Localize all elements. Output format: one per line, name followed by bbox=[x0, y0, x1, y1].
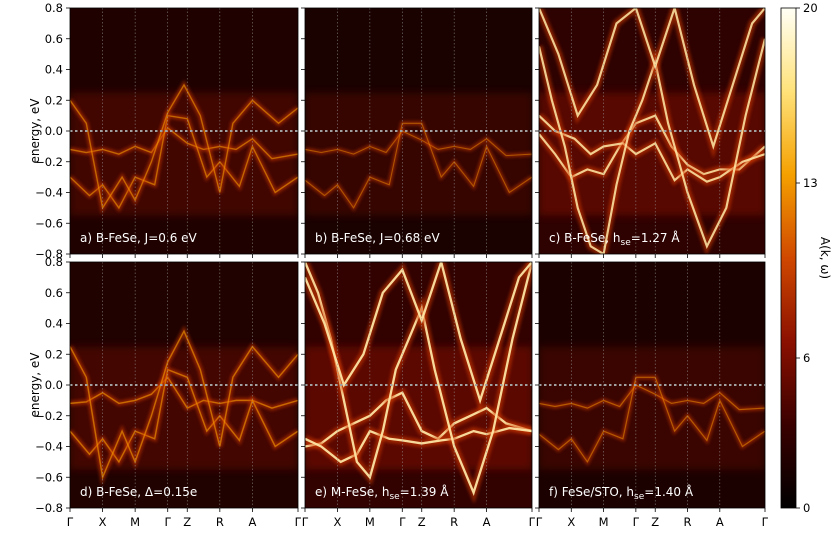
x-tick-label: Γ bbox=[295, 515, 302, 529]
band-line bbox=[539, 376, 765, 464]
x-tick-label: Z bbox=[651, 515, 659, 529]
panel-label: a) B-FeSe, J=0.6 eV bbox=[80, 231, 198, 245]
x-tick-label: M bbox=[365, 515, 375, 529]
panel-3: d) B-FeSe, Δ=0.15e bbox=[69, 261, 299, 509]
x-tick-label: A bbox=[716, 515, 724, 529]
x-tick-label: Γ bbox=[633, 515, 640, 529]
band-line bbox=[305, 262, 532, 405]
x-tick-label: Z bbox=[183, 515, 191, 529]
y-tick-label: 0.8 bbox=[45, 1, 63, 15]
panel-label: b) B-FeSe, J=0.68 eV bbox=[315, 231, 440, 245]
band-glow bbox=[305, 121, 532, 212]
panel-0: a) B-FeSe, J=0.6 eV bbox=[69, 7, 299, 255]
band-line bbox=[70, 83, 298, 210]
colorbar: 0 6 13 20 A(k, ω) bbox=[780, 1, 831, 515]
band-glow bbox=[539, 382, 765, 412]
colorbar-tick-label: 0 bbox=[803, 501, 810, 515]
band-line bbox=[70, 114, 298, 210]
panel-label: f) FeSe/STO, hse=1.40 Å bbox=[549, 484, 694, 502]
x-tick-label: M bbox=[599, 515, 609, 529]
x-tick-label: Z bbox=[418, 515, 426, 529]
panel-label: d) B-FeSe, Δ=0.15e bbox=[80, 485, 197, 499]
band-glow bbox=[539, 375, 765, 466]
x-tick-label: M bbox=[130, 515, 140, 529]
band-line bbox=[70, 329, 298, 480]
panel-4: e) M-FeSe, hse=1.39 Å bbox=[304, 261, 533, 509]
x-tick-label: Γ bbox=[762, 515, 769, 529]
band-glow bbox=[305, 128, 532, 158]
band-line bbox=[70, 368, 298, 464]
x-tick-label: Γ bbox=[536, 515, 543, 529]
y-tick-label: 0.0 bbox=[45, 378, 63, 392]
y-tick-label: −0.8 bbox=[35, 247, 63, 261]
colorbar-gradient bbox=[780, 7, 797, 509]
x-tick-label: X bbox=[99, 515, 107, 529]
colorbar-tick-label: 6 bbox=[803, 351, 810, 365]
colorbar-label: A(k, ω) bbox=[818, 237, 831, 279]
x-tick-label: R bbox=[216, 515, 224, 529]
y-axes-group: 0.8 0.6 0.4 0.2 0.0 −0.2 −0.4 −0.6 −0.8 energy, e… bbox=[28, 1, 539, 515]
band-line bbox=[305, 426, 532, 464]
x-tick-label: Γ bbox=[302, 515, 309, 529]
panel-label: c) B-FeSe, hse=1.27 Å bbox=[549, 230, 680, 248]
band-line bbox=[305, 122, 532, 209]
panels-group: a) B-FeSe, J=0.6 eV b) B-FeSe, J=0.68 eV c… bbox=[69, 7, 766, 509]
y-tick-label: 0.4 bbox=[45, 63, 63, 77]
y-tick-label: 0.8 bbox=[45, 255, 63, 269]
x-tick-label: X bbox=[333, 515, 341, 529]
x-tick-label: A bbox=[483, 515, 491, 529]
band-line bbox=[305, 391, 532, 448]
y-tick-label: 0.2 bbox=[45, 347, 63, 361]
y-tick-label: −0.6 bbox=[35, 470, 63, 484]
x-tick-label: R bbox=[684, 515, 692, 529]
x-tick-label: X bbox=[567, 515, 575, 529]
y-tick-label: −0.2 bbox=[35, 155, 63, 169]
colorbar-tick-label: 20 bbox=[803, 1, 818, 15]
band-line bbox=[539, 384, 765, 411]
y-axis-label: energy, eV bbox=[28, 98, 42, 164]
y-tick-label: −0.6 bbox=[35, 216, 63, 230]
band-line bbox=[70, 126, 298, 160]
band-line bbox=[539, 114, 765, 183]
x-tick-label: Γ bbox=[399, 515, 406, 529]
band-line bbox=[539, 8, 765, 150]
colorbar-tick-label: 13 bbox=[803, 176, 818, 190]
panel-1: b) B-FeSe, J=0.68 eV bbox=[304, 7, 533, 255]
y-tick-label: −0.8 bbox=[35, 501, 63, 515]
y-tick-label: −0.4 bbox=[35, 186, 63, 200]
y-tick-label: 0.6 bbox=[45, 32, 63, 46]
y-axis-label: energy, eV bbox=[28, 352, 42, 418]
y-tick-label: −0.4 bbox=[35, 440, 63, 454]
panel-label: e) M-FeSe, hse=1.39 Å bbox=[315, 484, 449, 502]
x-tick-label: A bbox=[248, 515, 256, 529]
x-tick-label: R bbox=[450, 515, 458, 529]
panel-2: c) B-FeSe, hse=1.27 Å bbox=[538, 7, 766, 255]
y-tick-label: 0.6 bbox=[45, 286, 63, 300]
x-tick-label: Γ bbox=[165, 515, 172, 529]
y-tick-label: 0.4 bbox=[45, 317, 63, 331]
x-tick-label: Γ bbox=[529, 515, 536, 529]
y-tick-label: 0.0 bbox=[45, 124, 63, 138]
x-tick-label: Γ bbox=[67, 515, 74, 529]
y-tick-label: −0.2 bbox=[35, 409, 63, 423]
panel-5: f) FeSe/STO, hse=1.40 Å bbox=[538, 261, 766, 509]
band-line bbox=[305, 130, 532, 157]
band-line bbox=[70, 376, 298, 410]
y-tick-label: 0.2 bbox=[45, 93, 63, 107]
